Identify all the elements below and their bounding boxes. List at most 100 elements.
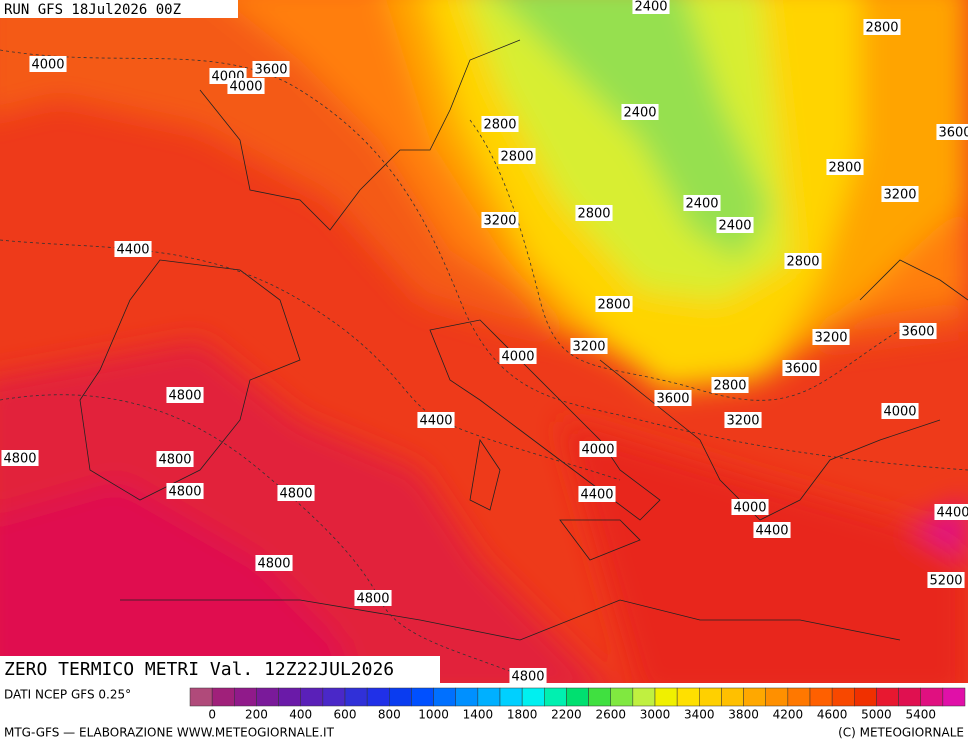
contour-label-box [255,555,293,571]
contour-label-box [881,403,919,419]
contour-label-box [114,241,152,257]
copyright: (C) METEOGIORNALE [838,726,964,740]
contour-label: 4400 [753,522,791,539]
contour-label-box [621,104,659,120]
contour-label: 2400 [632,0,670,15]
contour-label: 3200 [570,338,608,355]
contour-label: 3600 [252,61,290,78]
contour-label: 4000 [499,348,537,365]
colorbar-swatch [942,687,966,707]
contour-label-box [927,572,965,588]
contour-label-box [812,329,850,345]
contour-label: 4800 [255,555,293,572]
contour-label: 2800 [863,19,901,36]
contour-label-text: 4000 [31,58,64,73]
contour-label: 4400 [114,241,152,258]
contour-label-text: 2400 [685,197,718,212]
contour-label-text: 4800 [168,485,201,500]
contour-label: 2400 [683,195,721,212]
contour-label-text: 2400 [718,219,751,234]
colorbar-swatch [344,687,368,707]
contour-label-box [509,668,547,684]
colorbar-swatch [898,687,921,707]
contour-label-text: 4400 [936,506,968,521]
colorbar-swatch [743,687,766,707]
contour-label-box [784,253,822,269]
contour-label-box [881,186,919,202]
colorbar-tick-label: 400 [289,708,312,722]
colorbar-swatch [831,687,855,707]
colorbar-swatch [300,687,324,707]
contour-lines [0,49,968,683]
colorbar-swatch [256,687,279,707]
contour-label-box [498,148,536,164]
contour-label-box [481,212,519,228]
contour-label-text: 4000 [501,350,534,365]
contour-label-text: 2800 [500,150,533,165]
contour-label: 4800 [277,485,315,502]
colorbar-swatch [610,687,634,707]
contour-label-text: 3200 [483,214,516,229]
colorbar-tick-label: 0 [208,708,216,722]
contour-label: 4800 [166,483,204,500]
contour-label-box [753,522,791,538]
contour-label-text: 2800 [483,118,516,133]
contour-label-text: 3200 [572,340,605,355]
colorbar-swatch [455,687,479,707]
contour-label-text: 2800 [786,255,819,270]
contour-label: 3600 [654,390,692,407]
contour-label-box [1,450,39,466]
contour-label-box [252,61,290,77]
colorbar-swatch [521,687,545,707]
contour-label: 2800 [498,148,536,165]
contour-label-text: 2400 [623,106,656,121]
contour-label: 2800 [595,296,633,313]
contour-label: 3200 [812,329,850,346]
contour-label-text: 4400 [755,524,788,539]
contour-label-text: 5200 [929,574,962,589]
contour-label: 2800 [711,377,749,394]
contour-label-text: 4400 [116,243,149,258]
contour-label-text: 2800 [828,161,861,176]
colorbar-swatch [876,687,899,707]
colorbar-swatch [544,687,567,707]
contour-label-text: 3600 [254,63,287,78]
contour-label: 3600 [936,124,968,141]
colorbar-tick-label: 4600 [817,708,848,722]
colorbar-swatch [588,687,611,707]
colorbar-tick-label: 4200 [773,708,804,722]
contour-label: 5200 [927,572,965,589]
contour-label: 2800 [784,253,822,270]
contour-label-text: 3200 [883,188,916,203]
colorbar-tick-label: 3000 [640,708,671,722]
colorbar-swatch [211,687,235,707]
colorbar-swatch [278,687,301,707]
colorbar: 0 200 400 600 800 1000 1400 1800 2200 2600 3000 340… [189,687,966,722]
contour-label-box [579,441,617,457]
contour-label-text: 4400 [419,414,452,429]
credit: MTG-GFS — ELABORAZIONE WWW.METEOGIORNALE… [4,726,335,740]
contour-label-text: 3600 [784,362,817,377]
contour-label: 2800 [481,116,519,133]
contour-label: 2400 [621,104,659,121]
colorbar-swatch [477,687,501,707]
colorbar-tick-label: 800 [378,708,401,722]
contour-label: 4000 [29,56,67,73]
contour-label: 4800 [509,668,547,685]
colorbar-swatch [654,687,678,707]
colorbar-tick-label: 1400 [463,708,494,722]
contour-label-box [826,159,864,175]
contour-label-text: 4800 [279,487,312,502]
contour-label: 4000 [579,441,617,458]
contour-label-box [654,390,692,406]
colorbar-swatch [411,687,434,707]
colorbar-tick-label: 1800 [507,708,538,722]
contour-label-box [724,412,762,428]
contour-label-text: 3600 [938,126,968,141]
colorbar-swatch [765,687,789,707]
contour-label: 3200 [724,412,762,429]
run-header: RUN GFS 18Jul2026 00Z [4,2,181,18]
contour-label: 4800 [354,590,392,607]
contour-label: 3600 [782,360,820,377]
contour-label-box [863,19,901,35]
